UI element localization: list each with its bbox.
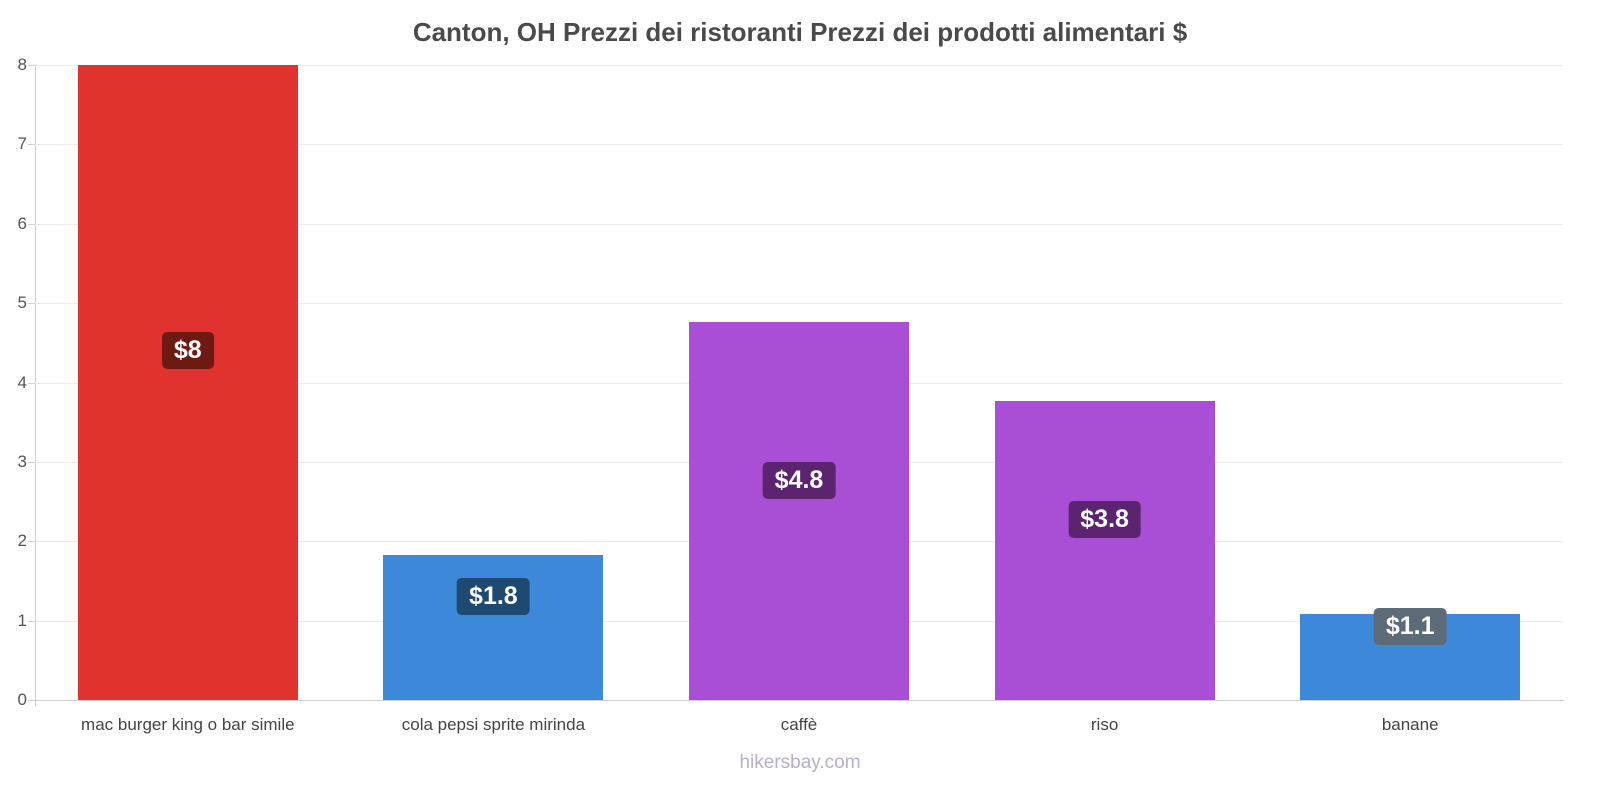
plot-area: 0 1 2 3 4 5 6 7 8 $8 mac burger king o bar simile $… [18,55,1563,734]
y-axis-line [35,65,36,706]
x-tick-label: cola pepsi sprite mirinda [401,715,586,734]
bar: $1.1 [1300,608,1521,700]
x-axis-line [28,700,1564,701]
chart-title: Canton, OH Prezzi dei ristoranti Prezzi … [412,17,1188,47]
y-tick-mark [28,223,35,225]
x-tick-label: caffè [780,715,818,734]
bar-value-label: $1.1 [1373,608,1447,646]
y-tick-mark [28,461,35,463]
bar: $4.8 [689,322,909,700]
y-tick-mark [28,144,35,146]
y-tick-label: 4 [17,372,27,392]
bar-chart: 0 1 2 3 4 5 6 7 8 $8 mac burger king o bar simile $… [18,55,1564,734]
y-tick-label: 5 [17,293,27,313]
y-tick-mark [28,65,35,66]
bar-value-label: $1.8 [457,577,530,615]
bar-value-label: $8 [161,331,214,369]
gridline [35,144,1563,146]
x-tick-label: mac burger king o bar simile [81,715,295,734]
y-tick-label: 7 [17,134,27,154]
bar: $3.8 [994,400,1215,700]
y-tick-mark [28,700,35,701]
bar: $8 [77,65,298,700]
y-tick-mark [28,541,35,543]
bar: $1.8 [383,554,604,700]
gridline [35,223,1563,225]
y-tick-label: 6 [17,213,27,233]
bar-value-label: $3.8 [1068,501,1141,539]
y-tick-label: 2 [17,531,27,551]
x-tick-label: riso [1090,715,1119,734]
y-tick-mark [28,382,35,384]
gridline [35,65,1563,66]
y-tick-label: 0 [17,690,27,709]
y-tick-label: 1 [17,610,27,630]
y-tick-mark [28,620,35,622]
y-tick-label: 3 [17,451,27,471]
gridline [35,303,1563,305]
watermark-text: hikersbay.com [739,752,861,773]
y-tick-mark [28,303,35,305]
y-tick-label: 8 [17,55,27,74]
bar-value-label: $4.8 [762,461,836,499]
x-tick-label: banane [1381,715,1439,734]
